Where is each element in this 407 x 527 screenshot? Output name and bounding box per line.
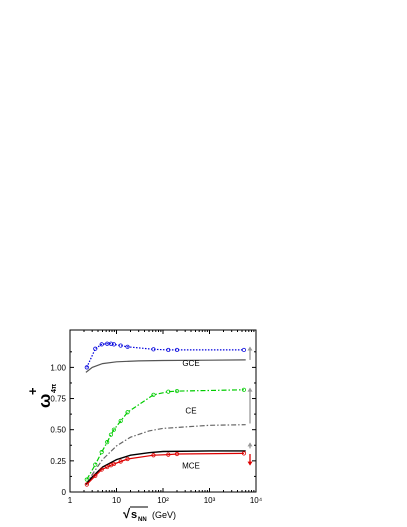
y-tick-label: 0.75 [50,395,66,404]
x-axis-radical: √ [123,506,131,521]
data-point [111,427,117,432]
y-axis-base: ω [35,394,54,408]
data-point [174,451,180,457]
x-tick-label: 10³ [204,496,216,505]
x-axis-title: √ s NN (GeV) [123,506,176,523]
series-line [85,424,246,485]
data-point [241,387,247,392]
data-point [151,392,156,397]
data-point [105,464,110,470]
y-tick-label: 0.50 [50,426,66,435]
data-point [99,450,104,455]
series-line [86,452,244,485]
data-point [125,344,130,349]
data-point [84,477,89,482]
y-axis-sup: + [25,387,40,395]
data-point [166,389,171,394]
data-point [241,347,247,353]
y-tick-label: 1.00 [50,363,66,372]
series-line [85,359,246,373]
data-point [118,418,123,424]
region-label: GCE [182,359,199,368]
data-point [151,347,156,352]
data-point [93,462,98,467]
data-point [118,343,123,348]
data-point [99,467,104,472]
x-axis-base: s [131,509,137,521]
data-point [108,432,114,437]
data-point [111,342,117,347]
indicator-arrowhead [247,442,253,447]
data-point [125,456,130,462]
data-point [166,347,171,353]
data-point [151,453,156,458]
x-tick-label: 10² [157,496,169,505]
plot-frame [69,329,257,493]
series-layer [84,341,247,487]
data-point [166,452,171,457]
data-point [93,346,98,351]
region-labels: GCE CE MCE [182,359,200,470]
indicator-arrowhead [247,461,253,466]
data-point [84,482,89,487]
y-tick-label: 0 [62,488,67,497]
data-point [174,388,180,394]
data-point [241,451,247,456]
y-tick-label: 0.25 [50,457,66,466]
data-point [93,473,98,478]
region-label: MCE [182,461,200,470]
x-axis-sub: NN [138,517,147,523]
axis-ticks: 1 10 10² 10³ 10⁴ 0 0.25 0.50 0.75 1.00 [50,330,263,505]
range-indicators [247,346,253,466]
x-tick-label: 10 [112,496,121,505]
series-line [85,450,246,485]
x-tick-label: 1 [68,496,73,505]
data-point [174,347,180,353]
data-point [105,440,110,445]
data-point [111,461,117,467]
data-point [84,365,89,370]
x-axis-unit: (GeV) [152,510,176,520]
x-tick-label: 10⁴ [250,496,263,505]
data-point [125,410,130,415]
data-point [118,459,123,464]
indicator-arrowhead [247,387,253,392]
series-line [86,343,244,368]
y-axis-sub: 4π [51,383,58,393]
region-label: CE [185,406,196,415]
data-point [99,342,104,347]
indicator-arrowhead [247,346,253,351]
y-axis-title: ω + 4π [25,383,58,408]
